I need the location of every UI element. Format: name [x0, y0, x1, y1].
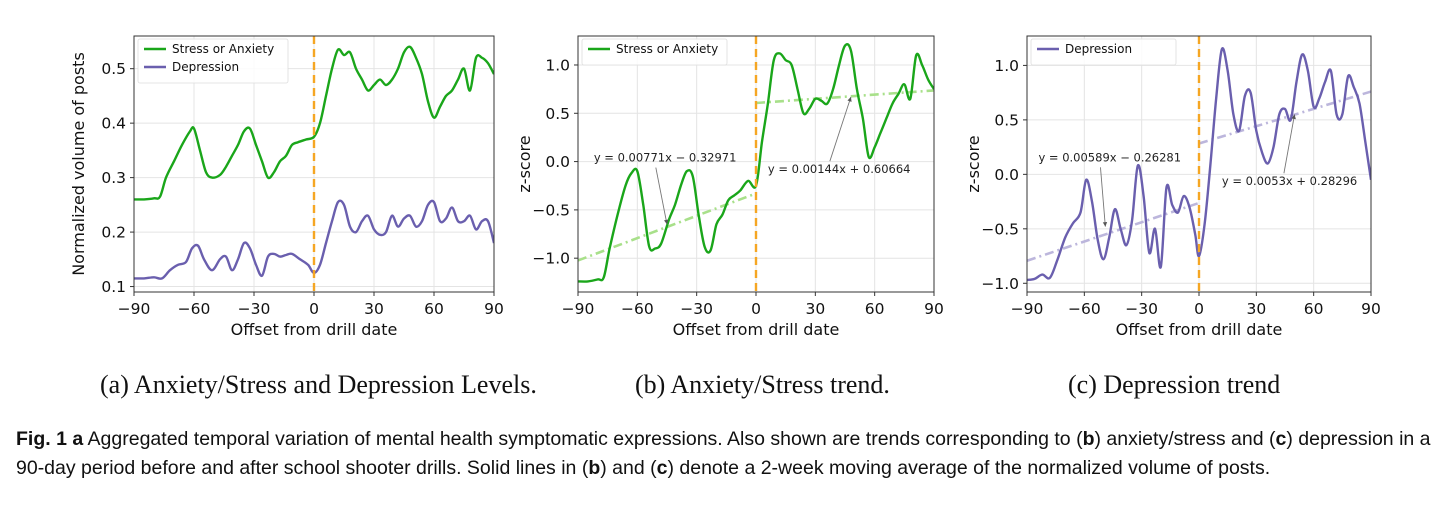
- y-tick-label: 0.3: [101, 169, 126, 187]
- x-tick-label: −60: [1068, 300, 1101, 318]
- trend-after-line: [755, 89, 934, 105]
- y-axis-label: z-score: [515, 135, 534, 192]
- series-line-1: [134, 45, 494, 201]
- x-tick-label: −60: [178, 300, 211, 318]
- x-tick-label: 30: [1246, 300, 1266, 318]
- caption-text-5: ) denote a 2-week moving average of the …: [667, 457, 1271, 479]
- x-tick-label: 0: [1194, 300, 1204, 318]
- plot-area: [134, 45, 494, 280]
- x-tick-label: 90: [924, 300, 944, 318]
- trend-equation-label: y = 0.00144x + 0.60664: [768, 162, 911, 176]
- annotation-arrow: [655, 167, 668, 225]
- caption-part-b: b: [1082, 428, 1095, 450]
- y-tick-label: 0.2: [101, 224, 126, 242]
- x-tick-label: 0: [751, 300, 761, 318]
- x-tick-label: 30: [805, 300, 825, 318]
- y-tick-label: 0.5: [545, 105, 570, 123]
- legend-box: [581, 38, 728, 66]
- series-line-1: [578, 43, 934, 283]
- y-tick-label: −0.5: [532, 201, 570, 219]
- x-tick-label: 90: [1361, 300, 1381, 318]
- x-tick-label: −30: [238, 300, 271, 318]
- y-tick-label: 0.0: [545, 153, 570, 171]
- x-tick-label: 60: [1304, 300, 1324, 318]
- caption-text-4: ) and (: [600, 457, 657, 479]
- y-tick-label: 0.4: [101, 115, 126, 133]
- x-tick-label: 90: [484, 300, 504, 318]
- annotation-arrowhead: [1102, 221, 1108, 227]
- caption-part-a: a: [72, 428, 84, 450]
- annotation-arrowhead: [663, 219, 669, 225]
- legend-box: [137, 38, 289, 84]
- y-tick-label: −1.0: [532, 250, 570, 268]
- y-tick-label: 1.0: [994, 57, 1019, 75]
- annotation-arrow: [1100, 167, 1106, 227]
- y-tick-label: 0.5: [994, 111, 1019, 129]
- caption-part-c2: c: [656, 457, 668, 479]
- caption-part-b2: b: [588, 457, 601, 479]
- x-tick-label: 60: [865, 300, 885, 318]
- annotation-arrow: [829, 96, 852, 162]
- legend-label: Depression: [172, 60, 239, 74]
- annotation-arrowhead: [847, 96, 852, 102]
- caption-text-3: ) depression in a 90-day period before a…: [16, 428, 1431, 479]
- x-tick-label: 30: [364, 300, 384, 318]
- x-tick-label: 0: [309, 300, 319, 318]
- caption-part-c: c: [1275, 428, 1287, 450]
- caption-fig-label: Fig. 1: [16, 428, 67, 450]
- chart-panel-1: −90 −60 −30 0 30 60 90 0.1 0.2 0.3 0.4 0.5 Offset fr…: [69, 35, 504, 339]
- series-line-1: [1027, 47, 1371, 282]
- x-tick-label: −60: [621, 300, 654, 318]
- plot-area: [1027, 47, 1371, 282]
- legend-label: Stress or Anxiety: [616, 42, 718, 56]
- trend-equation-label: y = 0.00589x − 0.26281: [1038, 150, 1181, 164]
- series-line-2: [134, 199, 494, 280]
- plot-area: [578, 43, 934, 283]
- trend-equation-label: y = 0.0053x + 0.28296: [1222, 174, 1357, 188]
- x-tick-label: −30: [1125, 300, 1158, 318]
- chart-panel-3: y = 0.00589x − 0.26281 y = 0.0053x + 0.28…: [964, 35, 1381, 339]
- figure-caption: Fig. 1 a Aggregated temporal variation o…: [16, 425, 1446, 483]
- y-tick-label: −0.5: [981, 220, 1019, 238]
- x-axis-label: Offset from drill date: [1116, 320, 1283, 339]
- trend-equation-label: y = 0.00771x − 0.32971: [594, 151, 737, 165]
- x-tick-label: −90: [562, 300, 595, 318]
- caption-text-1: Aggregated temporal variation of mental …: [83, 428, 1083, 450]
- y-tick-label: 0.1: [101, 278, 126, 296]
- y-tick-label: 0.0: [994, 166, 1019, 184]
- subcaption-a: (a) Anxiety/Stress and Depression Levels…: [100, 370, 537, 399]
- subcaption-c: (c) Depression trend: [1068, 370, 1281, 399]
- trend-before-line: [1027, 201, 1200, 262]
- y-tick-label: −1.0: [981, 275, 1019, 293]
- x-tick-label: 60: [424, 300, 444, 318]
- y-tick-label: 1.0: [545, 56, 570, 74]
- annotation-arrow: [1283, 114, 1295, 174]
- x-axis-label: Offset from drill date: [673, 320, 840, 339]
- subcaption-b: (b) Anxiety/Stress trend.: [635, 370, 890, 399]
- y-tick-label: 0.5: [101, 60, 126, 78]
- legend-box: [1030, 38, 1177, 66]
- x-tick-label: −30: [680, 300, 713, 318]
- legend-label: Stress or Anxiety: [172, 42, 274, 56]
- figure-panels: −90 −60 −30 0 30 60 90 0.1 0.2 0.3 0.4 0.5 Offset fr…: [69, 35, 1381, 339]
- y-axis-label: Normalized volume of posts: [69, 52, 88, 276]
- y-axis-label: z-score: [964, 135, 983, 192]
- caption-text-2: ) anxiety/stress and (: [1094, 428, 1276, 450]
- chart-panel-2: y = 0.00771x − 0.32971 y = 0.00144x + 0.6…: [515, 35, 944, 339]
- x-tick-label: −90: [1011, 300, 1044, 318]
- annotation-arrowhead: [1291, 114, 1296, 120]
- x-tick-label: −90: [118, 300, 151, 318]
- trend-after-line: [1198, 90, 1371, 145]
- x-axis-label: Offset from drill date: [231, 320, 398, 339]
- legend-label: Depression: [1065, 42, 1132, 56]
